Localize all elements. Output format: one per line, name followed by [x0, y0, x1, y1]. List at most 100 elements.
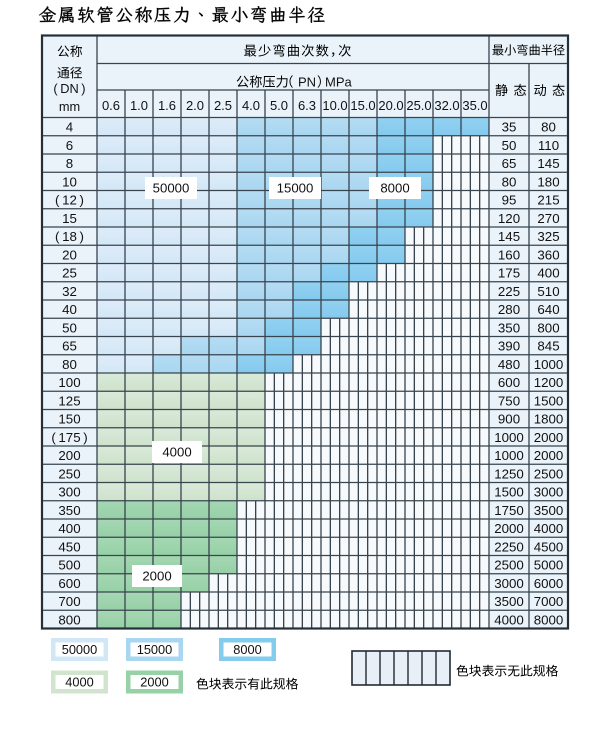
svg-text:1800: 1800	[534, 412, 564, 427]
svg-text:15.0: 15.0	[350, 98, 375, 113]
svg-text:1.0: 1.0	[130, 98, 148, 113]
svg-text:1500: 1500	[494, 485, 524, 500]
svg-text:15000: 15000	[277, 181, 314, 196]
svg-text:2000: 2000	[494, 521, 524, 536]
svg-text:4: 4	[66, 120, 73, 135]
svg-text:2250: 2250	[494, 539, 524, 554]
svg-text:6.3: 6.3	[298, 98, 316, 113]
svg-text:0.6: 0.6	[102, 98, 120, 113]
svg-text:( DN ): ( DN )	[53, 81, 85, 96]
svg-text:20: 20	[62, 247, 77, 262]
svg-text:4000: 4000	[494, 612, 524, 627]
svg-text:8000: 8000	[380, 181, 409, 196]
svg-text:3500: 3500	[494, 594, 524, 609]
svg-text:125: 125	[58, 393, 80, 408]
svg-text:MPa: MPa	[325, 75, 353, 90]
svg-text:700: 700	[58, 594, 80, 609]
svg-text:360: 360	[537, 247, 559, 262]
svg-text:325: 325	[537, 229, 559, 244]
svg-text:350: 350	[498, 320, 520, 335]
svg-text:80: 80	[541, 120, 556, 135]
svg-text:80: 80	[62, 357, 77, 372]
svg-text:32.0: 32.0	[434, 98, 459, 113]
svg-text:50000: 50000	[62, 642, 98, 657]
svg-text:800: 800	[537, 320, 559, 335]
svg-text:mm: mm	[59, 99, 80, 114]
svg-text:( 12 ): ( 12 )	[55, 193, 84, 208]
svg-text:10.0: 10.0	[322, 98, 347, 113]
svg-text:480: 480	[498, 357, 520, 372]
svg-text:6000: 6000	[534, 576, 564, 591]
svg-text:1750: 1750	[494, 503, 524, 518]
svg-text:65: 65	[502, 156, 517, 171]
svg-text:215: 215	[537, 193, 559, 208]
svg-text:5.0: 5.0	[270, 98, 288, 113]
svg-text:145: 145	[537, 156, 559, 171]
svg-text:2000: 2000	[140, 675, 168, 690]
svg-text:25.0: 25.0	[406, 98, 431, 113]
svg-text:600: 600	[498, 375, 520, 390]
svg-text:8000: 8000	[534, 612, 564, 627]
svg-text:( 175 ): ( 175 )	[51, 430, 87, 445]
svg-text:20.0: 20.0	[378, 98, 403, 113]
svg-text:7000: 7000	[534, 594, 564, 609]
svg-text:3000: 3000	[534, 485, 564, 500]
svg-text:8000: 8000	[233, 642, 261, 657]
svg-text:280: 280	[498, 302, 520, 317]
svg-text:900: 900	[498, 412, 520, 427]
svg-text:250: 250	[58, 466, 80, 481]
svg-text:2500: 2500	[494, 558, 524, 573]
svg-text:1500: 1500	[534, 393, 564, 408]
svg-text:32: 32	[62, 284, 77, 299]
svg-text:25: 25	[62, 266, 77, 281]
svg-text:2.0: 2.0	[186, 98, 204, 113]
svg-text:110: 110	[538, 138, 559, 153]
svg-text:50: 50	[502, 138, 517, 153]
svg-text:270: 270	[537, 211, 559, 226]
svg-text:300: 300	[58, 485, 80, 500]
svg-text:200: 200	[58, 448, 80, 463]
svg-text:PN: PN	[298, 75, 316, 90]
svg-text:390: 390	[498, 339, 520, 354]
svg-text:845: 845	[537, 339, 559, 354]
svg-text:150: 150	[58, 412, 80, 427]
svg-text:2000: 2000	[534, 430, 564, 445]
svg-text:450: 450	[58, 539, 80, 554]
svg-text:40: 40	[62, 302, 77, 317]
svg-text:50: 50	[62, 320, 77, 335]
svg-text:6: 6	[66, 138, 73, 153]
svg-text:4000: 4000	[65, 675, 93, 690]
svg-text:2000: 2000	[534, 448, 564, 463]
svg-text:600: 600	[58, 576, 80, 591]
svg-text:400: 400	[537, 266, 559, 281]
svg-text:1000: 1000	[534, 357, 564, 372]
svg-text:100: 100	[58, 375, 80, 390]
svg-text:4000: 4000	[162, 445, 191, 460]
svg-text:160: 160	[498, 247, 520, 262]
svg-text:15000: 15000	[137, 642, 173, 657]
svg-text:2000: 2000	[142, 569, 171, 584]
svg-text:175: 175	[498, 266, 520, 281]
svg-text:5000: 5000	[534, 558, 564, 573]
svg-text:180: 180	[537, 174, 559, 189]
svg-text:1200: 1200	[534, 375, 564, 390]
svg-text:3500: 3500	[534, 503, 564, 518]
svg-text:95: 95	[502, 193, 517, 208]
svg-text:120: 120	[498, 211, 520, 226]
svg-text:4000: 4000	[534, 521, 564, 536]
svg-text:8: 8	[66, 156, 73, 171]
svg-text:4500: 4500	[534, 539, 564, 554]
svg-text:750: 750	[498, 393, 520, 408]
svg-text:80: 80	[502, 174, 517, 189]
svg-text:( 18 ): ( 18 )	[55, 229, 84, 244]
svg-text:10: 10	[62, 174, 77, 189]
svg-text:2500: 2500	[534, 466, 564, 481]
svg-text:400: 400	[58, 521, 80, 536]
svg-text:1000: 1000	[494, 430, 524, 445]
svg-text:350: 350	[58, 503, 80, 518]
svg-text:1250: 1250	[494, 466, 524, 481]
svg-text:35.0: 35.0	[462, 98, 487, 113]
svg-text:500: 500	[58, 558, 80, 573]
svg-text:1000: 1000	[494, 448, 524, 463]
svg-text:3000: 3000	[494, 576, 524, 591]
